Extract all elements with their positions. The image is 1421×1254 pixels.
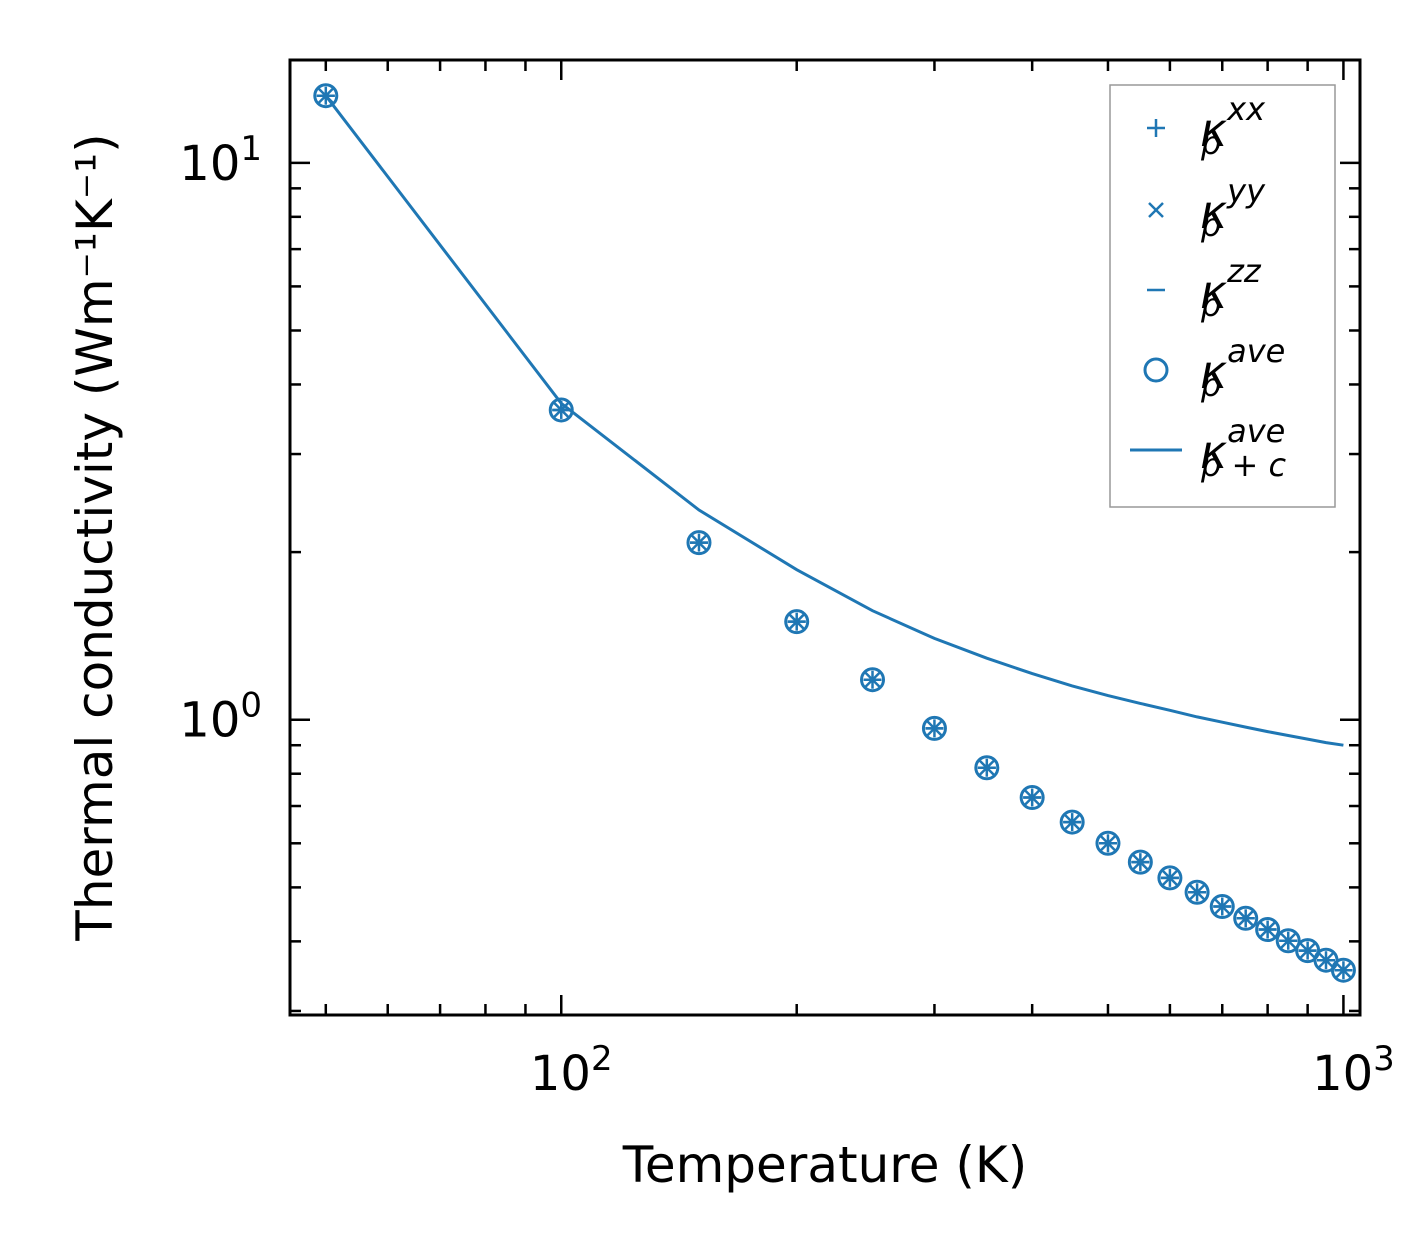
data-point-kappa_p_ave bbox=[1255, 917, 1281, 943]
legend-marker-x bbox=[1148, 202, 1164, 218]
legend-label: κave p + c bbox=[1200, 412, 1286, 484]
data-point-kappa_p_ave bbox=[1059, 809, 1085, 835]
data-point-kappa_p_ave bbox=[313, 83, 339, 109]
data-point-kappa_p_ave bbox=[1184, 879, 1210, 905]
series-line-kappa_p+c_ave bbox=[324, 94, 1344, 747]
data-point-kappa_p_ave bbox=[974, 755, 1000, 781]
legend-label: κyy p bbox=[1200, 172, 1266, 244]
legend-entry: κave p bbox=[1143, 332, 1285, 404]
y-axis-label: Thermal conductivity (Wm⁻¹K⁻¹) bbox=[66, 133, 124, 941]
data-point-kappa_p_ave bbox=[1157, 865, 1183, 891]
y-tick-label: 101 bbox=[179, 129, 262, 192]
data-point-kappa_p_ave bbox=[1095, 830, 1121, 856]
x-tick-label: 103 bbox=[1312, 1039, 1395, 1102]
data-point-kappa_p_ave bbox=[1209, 894, 1235, 920]
curve-layer bbox=[324, 94, 1344, 747]
legend: κxx p κyy p κzz p κave p κave p + c bbox=[1109, 84, 1336, 508]
legend-entry: κyy p bbox=[1148, 172, 1266, 244]
legend-entry: κzz p bbox=[1147, 252, 1262, 324]
legend-label: κzz p bbox=[1200, 252, 1262, 324]
legend-marker-plus bbox=[1147, 119, 1165, 137]
data-point-kappa_p_ave bbox=[784, 609, 810, 635]
y-tick-label: 100 bbox=[179, 686, 262, 749]
plot-frame bbox=[288, 58, 1362, 1017]
axis-ticks bbox=[290, 60, 1360, 1015]
data-point-kappa_p_ave bbox=[686, 530, 712, 556]
data-point-kappa_p_ave bbox=[1275, 928, 1301, 954]
legend-entry: κave p + c bbox=[1130, 412, 1286, 484]
x-axis-label: Temperature (K) bbox=[622, 1136, 1027, 1194]
data-point-kappa_p_ave bbox=[1233, 905, 1259, 931]
x-tick-label: 102 bbox=[530, 1039, 613, 1102]
legend-label: κave p bbox=[1200, 332, 1285, 404]
legend-entry: κxx p bbox=[1147, 90, 1266, 162]
data-point-kappa_p_ave bbox=[1330, 957, 1356, 983]
legend-box bbox=[1109, 84, 1336, 508]
legend-marker-circle bbox=[1143, 357, 1169, 383]
data-point-kappa_p_ave bbox=[860, 667, 886, 693]
data-point-kappa_p_ave bbox=[921, 715, 947, 741]
data-point-kappa_p_ave bbox=[1127, 849, 1153, 875]
marker-layer bbox=[313, 83, 1356, 983]
legend-label: κxx p bbox=[1200, 90, 1266, 162]
tick-labels: 102 103 100 101 bbox=[179, 129, 1395, 1102]
data-point-kappa_p_ave bbox=[548, 397, 574, 423]
data-point-kappa_p_ave bbox=[1019, 785, 1045, 811]
